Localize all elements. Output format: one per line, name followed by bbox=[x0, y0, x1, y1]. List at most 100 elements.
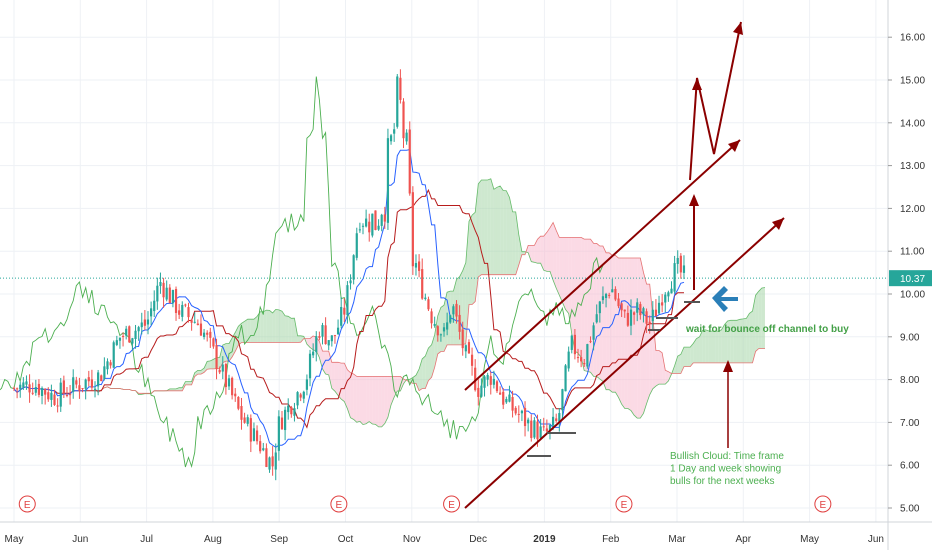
x-tick-label: Apr bbox=[736, 534, 752, 545]
candle-body bbox=[424, 297, 427, 299]
x-tick-label: May bbox=[800, 534, 819, 545]
candle-body bbox=[318, 336, 321, 338]
candle-body bbox=[673, 263, 676, 292]
candle-body bbox=[231, 377, 234, 396]
candle-body bbox=[25, 381, 28, 385]
candle-body bbox=[146, 319, 150, 325]
cloud-segment bbox=[384, 376, 388, 424]
cloud-segment bbox=[680, 347, 684, 374]
cloud-segment bbox=[509, 197, 513, 275]
zigzag-arrow bbox=[689, 21, 742, 181]
candle-body bbox=[212, 338, 215, 347]
candle-body bbox=[221, 364, 224, 372]
base-line bbox=[13, 188, 684, 429]
cloud-segment bbox=[715, 331, 719, 363]
candle-body bbox=[561, 389, 564, 411]
candle-body bbox=[633, 312, 636, 315]
cloud-segment bbox=[677, 354, 681, 374]
cloud-segment bbox=[253, 316, 258, 343]
candle-body bbox=[324, 325, 327, 344]
candle-body bbox=[121, 336, 125, 338]
candle-body bbox=[290, 407, 293, 415]
earnings-marker[interactable] bbox=[814, 495, 832, 513]
candle-body bbox=[118, 337, 122, 341]
candle-body bbox=[408, 129, 411, 194]
candle-body bbox=[539, 426, 542, 438]
x-tick-label: Oct bbox=[338, 534, 354, 545]
cloud-segment bbox=[285, 315, 289, 343]
leading-span-b bbox=[94, 221, 765, 394]
candle-body bbox=[436, 326, 439, 336]
cloud-segment bbox=[197, 370, 201, 375]
cloud-segment bbox=[568, 237, 572, 335]
candle-body bbox=[234, 393, 237, 397]
candle-body bbox=[411, 192, 414, 267]
candle-body bbox=[576, 357, 580, 359]
zigzag-arrowhead-1 bbox=[692, 78, 702, 90]
cloud-segment bbox=[674, 356, 678, 374]
candle-body bbox=[81, 388, 84, 390]
candle-body bbox=[608, 294, 611, 296]
channel-upper-arrowhead bbox=[728, 140, 740, 152]
candle-body bbox=[193, 321, 196, 323]
candle-body bbox=[433, 323, 436, 326]
earnings-marker[interactable] bbox=[18, 495, 36, 513]
candle-body bbox=[676, 257, 679, 264]
cloud-segment bbox=[746, 313, 750, 363]
candle-body bbox=[583, 362, 586, 365]
candle-body bbox=[50, 392, 53, 400]
y-tick-label: 15.00 bbox=[900, 76, 925, 87]
cloud-segment bbox=[487, 178, 491, 275]
current-price-badge bbox=[889, 270, 932, 287]
cloud-segment bbox=[736, 319, 741, 363]
cloud-segment bbox=[366, 376, 370, 424]
candle-body bbox=[620, 303, 623, 311]
earnings-marker[interactable] bbox=[615, 495, 633, 513]
zigzag-arrowhead-2 bbox=[733, 22, 743, 35]
candle-body bbox=[218, 369, 221, 373]
candle-body bbox=[667, 292, 670, 297]
cloud-segment bbox=[659, 350, 663, 385]
cloud-segment bbox=[665, 370, 669, 385]
cloud-segment bbox=[444, 292, 448, 352]
candle-body bbox=[657, 302, 661, 314]
candle-body bbox=[215, 345, 218, 369]
candle-body bbox=[249, 418, 252, 442]
cloud-segment bbox=[730, 320, 734, 363]
candle-body bbox=[430, 311, 433, 324]
candle-body bbox=[34, 387, 37, 393]
candle-body bbox=[508, 394, 511, 402]
candle-body bbox=[262, 448, 265, 451]
y-tick-label: 9.00 bbox=[900, 332, 920, 343]
candle-body bbox=[308, 353, 312, 379]
cloud-segment bbox=[269, 310, 273, 343]
earnings-marker[interactable] bbox=[443, 495, 461, 513]
cloud-segment bbox=[496, 186, 501, 275]
candle-body bbox=[393, 129, 396, 134]
candle-body bbox=[168, 287, 171, 304]
candle-body bbox=[517, 413, 520, 415]
candle-body bbox=[414, 263, 418, 268]
cloud-segment bbox=[481, 179, 485, 275]
cloud-segment bbox=[428, 344, 432, 381]
cloud-segment bbox=[263, 310, 267, 343]
cloud-segment bbox=[565, 237, 569, 314]
cloud-segment bbox=[369, 376, 373, 425]
candle-body bbox=[661, 302, 664, 306]
cloud-segment bbox=[281, 311, 286, 343]
candle-body bbox=[527, 419, 530, 424]
y-tick-label: 13.00 bbox=[900, 161, 925, 172]
candle-body bbox=[511, 397, 514, 411]
candle-body bbox=[196, 323, 199, 326]
cloud-segment bbox=[627, 258, 631, 411]
cloud-segment bbox=[359, 376, 364, 425]
cloud-segment bbox=[347, 369, 351, 418]
cloud-segment bbox=[503, 190, 507, 275]
candle-body bbox=[299, 394, 302, 398]
candle-body bbox=[402, 101, 405, 139]
earnings-marker[interactable] bbox=[330, 495, 348, 513]
cloud-segment bbox=[578, 237, 582, 358]
earnings-marker-label: E bbox=[336, 500, 343, 511]
cloud-segment bbox=[543, 232, 547, 272]
candle-body bbox=[174, 289, 178, 313]
